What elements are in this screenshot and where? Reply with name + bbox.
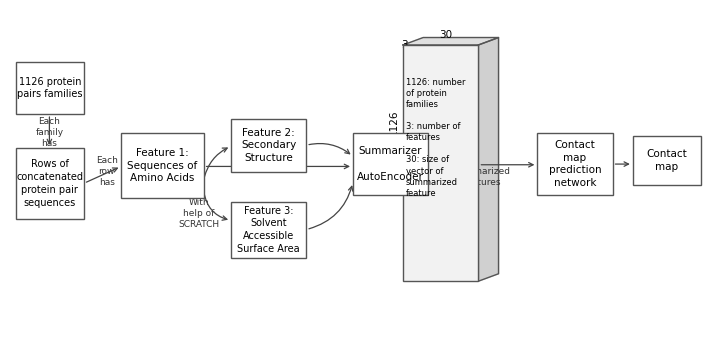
FancyBboxPatch shape bbox=[16, 62, 84, 114]
FancyBboxPatch shape bbox=[537, 133, 612, 195]
FancyBboxPatch shape bbox=[16, 148, 84, 219]
Polygon shape bbox=[479, 37, 499, 281]
Text: Summarizer

AutoEncoder: Summarizer AutoEncoder bbox=[357, 146, 424, 182]
Text: Feature 3:
Solvent
Accessible
Surface Area: Feature 3: Solvent Accessible Surface Ar… bbox=[237, 205, 300, 254]
Text: 1126 protein
pairs families: 1126 protein pairs families bbox=[17, 76, 82, 99]
Text: Contact
map
prediction
network: Contact map prediction network bbox=[549, 140, 602, 188]
FancyBboxPatch shape bbox=[353, 133, 428, 195]
Text: Contact
map: Contact map bbox=[646, 149, 687, 172]
Text: Each
row
has: Each row has bbox=[96, 156, 118, 187]
FancyBboxPatch shape bbox=[231, 202, 307, 258]
Text: 30: 30 bbox=[439, 30, 452, 40]
Text: 3: 3 bbox=[401, 40, 408, 50]
FancyBboxPatch shape bbox=[633, 136, 701, 185]
Text: Rows of
concatenated
protein pair
sequences: Rows of concatenated protein pair sequen… bbox=[17, 159, 83, 208]
Text: Summarized
features: Summarized features bbox=[453, 166, 510, 187]
Text: Each
family
has: Each family has bbox=[35, 117, 64, 148]
FancyBboxPatch shape bbox=[231, 119, 307, 172]
FancyBboxPatch shape bbox=[121, 133, 204, 199]
Text: With
help of
SCRATCH: With help of SCRATCH bbox=[178, 198, 219, 229]
Text: 1126: number
of protein
families

3: number of
features

30: size of
vector of
s: 1126: number of protein families 3: numb… bbox=[406, 78, 466, 198]
Text: Feature 1:
Sequences of
Amino Acids: Feature 1: Sequences of Amino Acids bbox=[127, 148, 197, 184]
Text: Feature 2:
Secondary
Structure: Feature 2: Secondary Structure bbox=[241, 128, 296, 163]
Polygon shape bbox=[403, 37, 499, 45]
FancyBboxPatch shape bbox=[403, 45, 479, 281]
Text: 1126: 1126 bbox=[389, 109, 399, 136]
